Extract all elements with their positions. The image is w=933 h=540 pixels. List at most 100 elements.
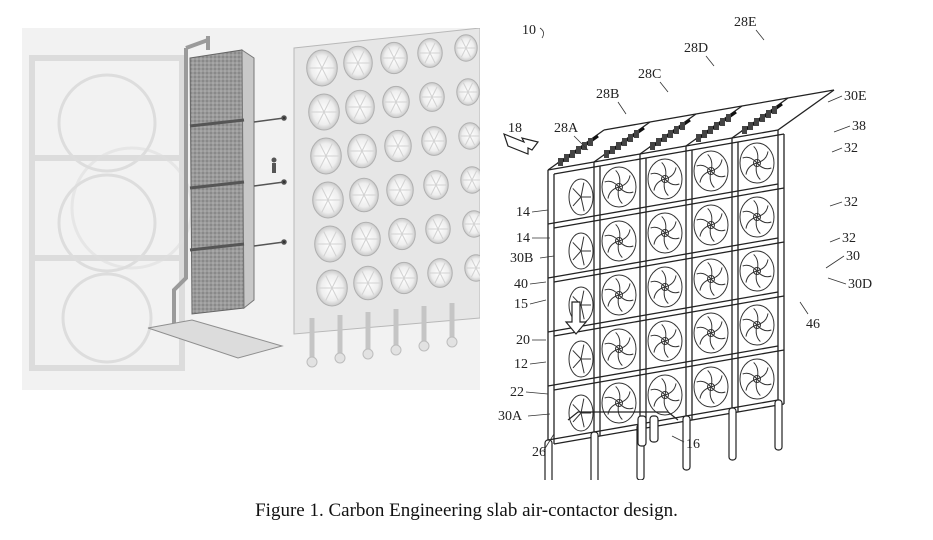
fan-disc xyxy=(351,221,381,257)
fan-grid xyxy=(306,34,480,307)
label-26: 26 xyxy=(532,445,546,460)
post-foot xyxy=(446,336,458,348)
label-10: 10 xyxy=(522,23,536,38)
header-nozzle xyxy=(754,118,759,126)
fan-unit xyxy=(647,212,683,254)
header-nozzle xyxy=(760,114,765,122)
distributor-arms xyxy=(253,115,287,247)
fan-unit xyxy=(693,150,729,192)
header-nozzle xyxy=(564,154,569,162)
fan-disc xyxy=(421,126,447,156)
fan-unit xyxy=(693,204,729,246)
fan-unit xyxy=(601,328,637,370)
support-leg xyxy=(544,439,553,480)
support-leg xyxy=(590,431,599,480)
label-28E: 28E xyxy=(734,15,757,30)
post-foot xyxy=(362,348,374,360)
frame-beam xyxy=(547,129,779,171)
fan-disc xyxy=(353,265,383,301)
faded-frame xyxy=(29,55,185,371)
person-silhouette xyxy=(271,157,277,173)
fan-unit xyxy=(647,320,683,362)
contactor-frame xyxy=(547,89,835,445)
label-20: 20 xyxy=(516,333,530,348)
fan-disc xyxy=(314,225,346,263)
airflow-arrow xyxy=(503,132,540,155)
fan-disc xyxy=(425,214,451,244)
fan-unit xyxy=(693,366,729,408)
label-28D: 28D xyxy=(684,41,708,56)
header-nozzle xyxy=(558,158,563,166)
frame-beam xyxy=(547,291,779,333)
post-foot xyxy=(418,340,430,352)
fan-disc xyxy=(382,85,410,119)
fan-disc xyxy=(310,137,342,175)
frame-beam xyxy=(547,399,779,441)
label-32-mid: 32 xyxy=(844,195,858,210)
fan-unit xyxy=(568,394,594,432)
header-nozzle xyxy=(696,134,701,142)
fan-unit xyxy=(568,340,594,378)
frame-beam-edge xyxy=(553,133,785,175)
fan-disc xyxy=(417,38,443,68)
header-nozzle xyxy=(680,122,685,130)
fan-unit xyxy=(693,258,729,300)
figure-caption: Figure 1. Carbon Engineering slab air-co… xyxy=(255,500,678,521)
fan-unit xyxy=(739,142,775,184)
fan-unit xyxy=(568,232,594,270)
header-nozzle xyxy=(772,106,777,114)
frame-beam-edge xyxy=(553,295,785,337)
header-nozzle xyxy=(570,150,575,158)
fan-unit xyxy=(601,382,637,424)
post-foot xyxy=(306,356,318,368)
fan-disc xyxy=(343,45,373,81)
header-nozzle xyxy=(628,134,633,142)
frame-beam-edge xyxy=(553,241,785,283)
contactor-rendering xyxy=(22,28,480,390)
fan-disc xyxy=(464,254,480,282)
frame-beam-edge xyxy=(553,349,785,391)
post-foot xyxy=(390,344,402,356)
label-14-bottom: 14 xyxy=(516,231,530,246)
header-nozzle xyxy=(576,146,581,154)
header-nozzle xyxy=(622,138,627,146)
support-posts xyxy=(306,303,458,368)
header-nozzle xyxy=(748,122,753,130)
header-nozzle xyxy=(714,122,719,130)
header-nozzle xyxy=(742,126,747,134)
header-nozzle xyxy=(656,138,661,146)
fan-disc xyxy=(423,170,449,200)
flow-arrow-down xyxy=(564,301,588,335)
fan-disc xyxy=(308,93,340,131)
post-foot xyxy=(334,352,346,364)
fan-disc xyxy=(456,78,480,106)
fan-disc xyxy=(454,34,478,62)
leader-lines xyxy=(525,27,851,451)
header-nozzle xyxy=(610,146,615,154)
fan-unit xyxy=(647,158,683,200)
reference-labels: 10 28E 28D 28C 28B 28A 18 30E 38 32 32 3… xyxy=(498,15,872,460)
header-nozzle xyxy=(662,134,667,142)
fan-disc xyxy=(458,122,480,150)
header-nozzle xyxy=(674,126,679,134)
header-nozzle xyxy=(766,110,771,118)
frame-beam-edge xyxy=(553,403,785,445)
header-nozzle xyxy=(708,126,713,134)
fan-disc xyxy=(345,89,375,125)
label-30E: 30E xyxy=(844,89,867,104)
drain-pipe xyxy=(567,411,679,421)
frame-depth xyxy=(777,89,835,131)
support-leg xyxy=(774,399,783,451)
header-nozzle xyxy=(720,118,725,126)
label-32-top: 32 xyxy=(844,141,858,156)
fan-disc xyxy=(460,166,480,194)
frame-beam xyxy=(547,345,779,387)
header-nozzle xyxy=(634,130,639,138)
fan-disc xyxy=(462,210,480,238)
support-leg xyxy=(728,407,737,461)
label-30: 30 xyxy=(846,249,860,264)
fan-disc xyxy=(390,261,418,295)
patent-drawing: 10 28E 28D 28C 28B 28A 18 30E 38 32 32 3… xyxy=(498,15,872,480)
label-40: 40 xyxy=(514,277,528,292)
label-18: 18 xyxy=(508,121,522,136)
